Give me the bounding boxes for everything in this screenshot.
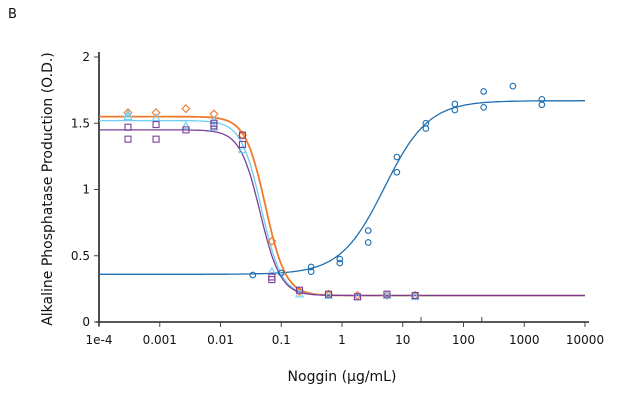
circle-point: [336, 255, 344, 263]
circle-point: [307, 263, 315, 271]
y-axis-label: Alkaline Phosphatase Production (O.D.): [40, 52, 56, 326]
square-point: [152, 135, 160, 143]
circle-point: [277, 269, 285, 277]
x-tick-label: 0.01: [207, 333, 234, 347]
circle-point: [393, 153, 401, 161]
fit-curve-triangle: [99, 119, 585, 297]
square-point: [124, 135, 132, 143]
circle-point: [336, 259, 344, 267]
x-tick-label: 0.1: [272, 333, 291, 347]
triangle-point: [382, 290, 392, 299]
square-point: [411, 291, 419, 300]
circle-point: [364, 239, 372, 246]
x-tick-label: 100: [452, 333, 475, 347]
triangle-point: [237, 144, 248, 154]
fit-curve-diamond: [99, 115, 585, 297]
square-point: [182, 126, 190, 134]
triangle-point: [323, 290, 334, 299]
circle-point: [393, 168, 401, 176]
circle-point: [422, 125, 430, 132]
triangle-point: [181, 120, 191, 130]
y-tick-label: 1.5: [71, 116, 90, 130]
square-point: [152, 121, 160, 129]
x-tick-label: 10: [395, 333, 410, 347]
y-tick-label: 0: [82, 315, 90, 329]
circle-point: [480, 103, 488, 111]
y-tick-label: 2: [82, 50, 90, 64]
square-point: [353, 293, 362, 301]
circle-point: [364, 227, 372, 234]
square-point: [124, 123, 132, 131]
diamond-point: [151, 108, 161, 118]
triangle-point: [151, 113, 161, 122]
triangle-point: [123, 111, 133, 120]
square-point: [238, 140, 247, 148]
circle-point: [509, 82, 517, 90]
axes: 0 0.5 1 1.5 2 1e-4 0.001 0.01 0.1 1 10 100 1000 10000: [71, 50, 604, 347]
panel-label: B: [8, 7, 17, 22]
fit-curve-square: [99, 129, 585, 297]
fit-curve-circle: [99, 100, 585, 275]
diamond-point: [267, 236, 277, 246]
fit-curves: [99, 100, 585, 297]
x-tick-label: 0.001: [143, 333, 177, 347]
y-tick-label: 1: [82, 183, 90, 197]
circle-point: [480, 88, 488, 95]
circle-point: [451, 106, 459, 114]
triangle-point: [123, 109, 133, 118]
triangle-point: [410, 291, 420, 301]
square-point: [238, 131, 247, 139]
square-point: [324, 290, 333, 298]
diamond-point: [181, 104, 191, 114]
square-point: [295, 286, 304, 294]
circle-point: [249, 271, 257, 279]
x-tick-label: 10000: [566, 333, 604, 347]
circle-point: [538, 101, 546, 109]
x-tick-label: 1e-4: [86, 333, 113, 347]
circle-point: [451, 100, 459, 108]
square-point: [210, 122, 218, 130]
circle-point: [307, 268, 315, 276]
x-tick-label: 1: [338, 333, 346, 347]
square-point: [268, 276, 276, 284]
y-tick-label: 0.5: [71, 249, 90, 263]
data-points: [123, 82, 546, 301]
square-point: [383, 290, 391, 298]
x-axis-label: Noggin (µg/mL): [288, 369, 397, 385]
x-tick-label: 1000: [509, 333, 540, 347]
